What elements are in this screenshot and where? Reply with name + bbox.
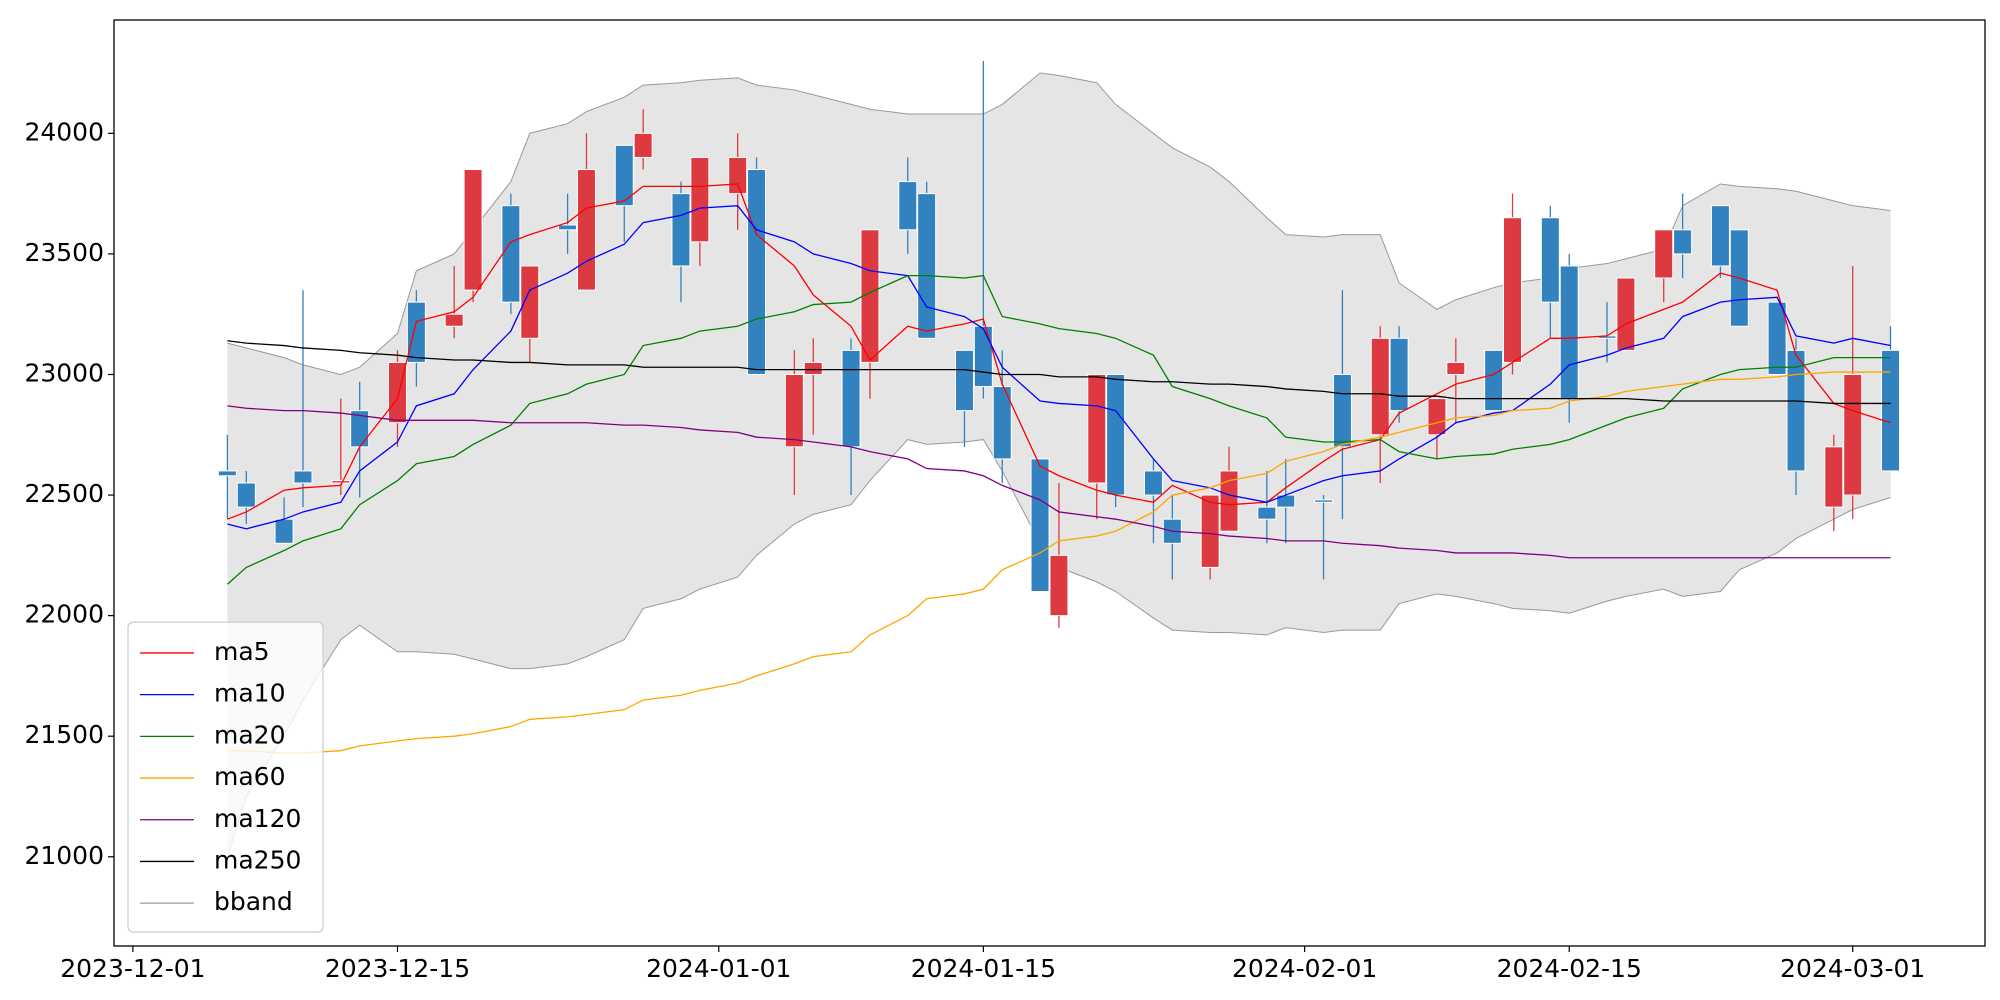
- candle-body: [1200, 494, 1220, 568]
- legend-frame: [127, 621, 324, 933]
- candle-body: [1332, 373, 1352, 448]
- candle-body: [274, 518, 294, 544]
- y-tick-label: 21000: [24, 841, 104, 870]
- candle-body: [293, 470, 313, 484]
- candle-body: [1559, 265, 1579, 400]
- candle-body: [331, 480, 351, 484]
- candle-body: [803, 361, 823, 375]
- ma-line: [227, 371, 1891, 754]
- legend-label: ma10: [214, 679, 285, 708]
- ma-line: [227, 405, 1891, 559]
- candle-body: [614, 144, 634, 207]
- legend-label: ma5: [214, 637, 270, 666]
- legend-label: bband: [214, 887, 293, 916]
- candle-body: [1257, 506, 1277, 520]
- legend-label: ma120: [214, 804, 301, 833]
- y-tick-label: 21500: [24, 720, 104, 749]
- candle-body: [1843, 373, 1863, 496]
- ma-line: [227, 340, 1891, 405]
- candle-body: [1314, 499, 1334, 503]
- candle-body: [690, 156, 710, 243]
- legend-label: ma250: [214, 845, 301, 874]
- candle-body: [1389, 337, 1409, 412]
- candle-body: [973, 325, 993, 388]
- x-tick-label: 2024-03-01: [1780, 954, 1925, 983]
- candle-body: [992, 386, 1012, 460]
- legend-label: ma60: [214, 762, 285, 791]
- candle-body: [784, 373, 804, 448]
- candle-body: [520, 265, 540, 339]
- candle-body: [1427, 398, 1447, 436]
- candle-body: [1143, 470, 1163, 496]
- bband-area: [227, 73, 1891, 857]
- candle-body: [917, 193, 937, 339]
- candle-body: [1786, 349, 1806, 472]
- candle-body: [1446, 361, 1466, 375]
- candle-body: [1710, 205, 1730, 267]
- x-tick-label: 2024-02-15: [1497, 954, 1642, 983]
- candle-body: [236, 482, 256, 508]
- x-tick-label: 2024-02-01: [1232, 954, 1377, 983]
- ma-line: [227, 183, 1891, 520]
- candle-body: [1219, 470, 1239, 532]
- candle-body: [444, 313, 464, 327]
- candle-body: [633, 132, 653, 158]
- y-tick-label: 22500: [24, 479, 104, 508]
- y-tick-label: 23000: [24, 358, 104, 387]
- candle-body: [501, 205, 521, 303]
- x-tick-label: 2024-01-01: [646, 954, 791, 983]
- ma-line: [227, 205, 1891, 530]
- candle-body: [1484, 349, 1504, 412]
- candle-body: [1767, 301, 1787, 375]
- candle-body: [463, 169, 483, 291]
- y-tick-label: 24000: [24, 117, 104, 146]
- candle-body: [1824, 446, 1844, 508]
- y-tick-label: 23500: [24, 238, 104, 267]
- candle-body: [1087, 373, 1107, 484]
- candle-body: [558, 224, 578, 231]
- candle-body: [217, 470, 237, 477]
- legend: ma5 ma10 ma20 ma60 ma120 ma250 bband: [127, 621, 324, 933]
- ma-line: [226, 274, 1891, 585]
- candle-body: [1881, 349, 1901, 472]
- x-tick-label: 2023-12-01: [60, 954, 205, 983]
- candle-body: [576, 169, 596, 291]
- candle-body: [1673, 229, 1693, 255]
- candle-body: [1030, 458, 1050, 593]
- candle-body: [1106, 373, 1126, 496]
- candle-body: [406, 301, 426, 363]
- y-tick-label: 22000: [24, 600, 104, 629]
- x-tick-label: 2023-12-15: [325, 954, 470, 983]
- candle-body: [841, 349, 861, 448]
- candle-body: [954, 349, 974, 412]
- x-tick-label: 2024-01-15: [911, 954, 1056, 983]
- candle-body: [1503, 217, 1523, 363]
- candle-body: [1540, 217, 1560, 303]
- candle-body: [747, 169, 767, 375]
- candle-body: [1049, 554, 1069, 617]
- candle-body: [860, 229, 880, 363]
- plot-frame: [113, 19, 1986, 947]
- candle-body: [1370, 337, 1390, 436]
- candle-body: [728, 156, 748, 195]
- candle-body: [1616, 277, 1636, 351]
- candle-body: [1654, 229, 1674, 279]
- legend-label: ma20: [214, 720, 285, 749]
- candle-body: [898, 181, 918, 231]
- bband-upper: [227, 72, 1891, 376]
- candle-body: [671, 193, 691, 267]
